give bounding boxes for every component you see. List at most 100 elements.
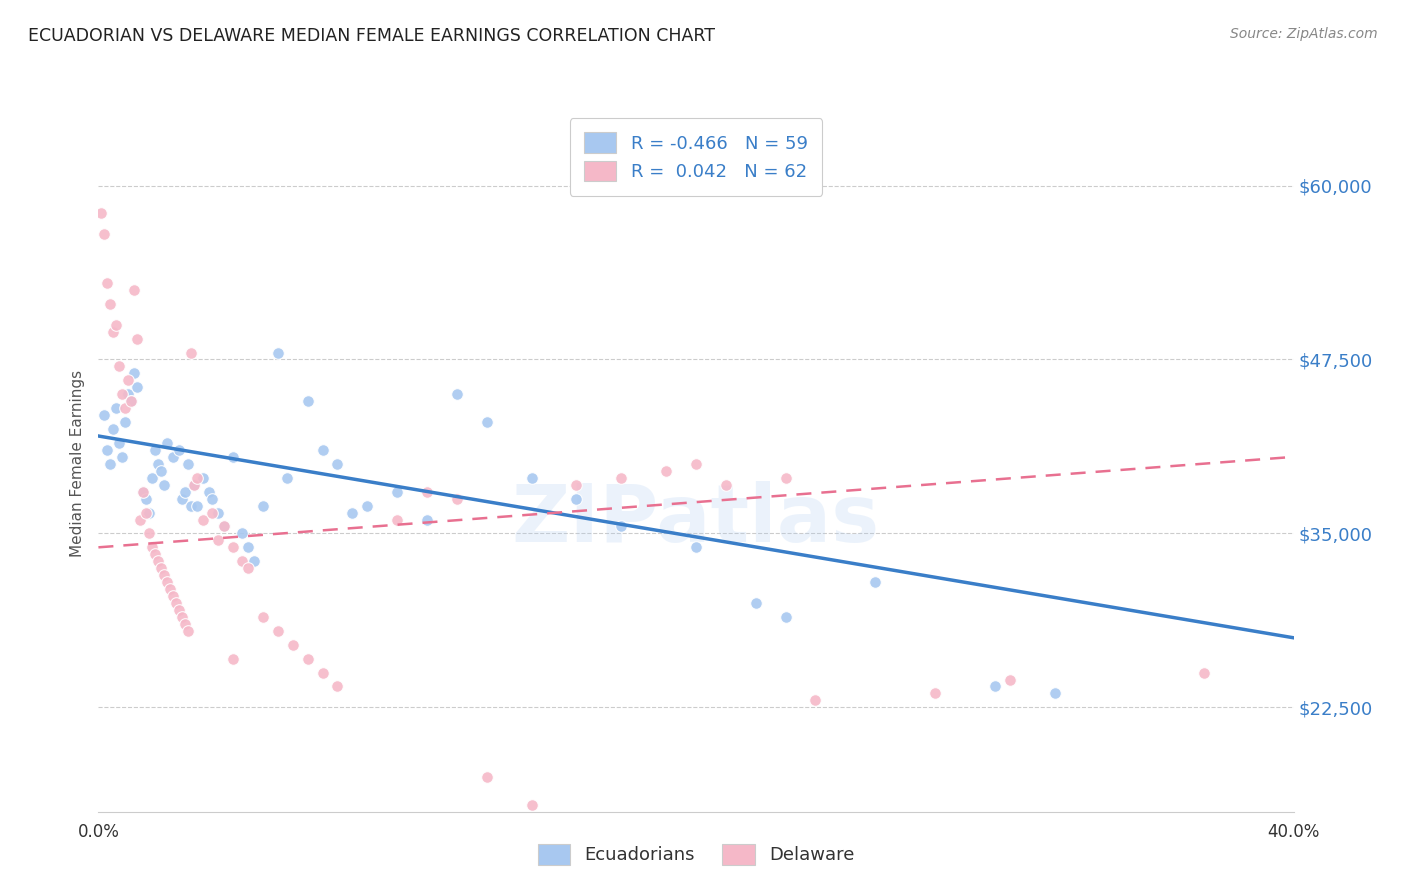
Point [111,450,134,464]
Point [281,638,304,652]
Point [475,415,498,429]
Y-axis label: Median Female Earnings: Median Female Earnings [69,370,84,558]
Point [446,387,468,401]
Point [342,506,364,520]
Point [98,457,122,471]
Text: ZIPatlas: ZIPatlas [512,481,880,558]
Point [236,541,259,555]
Point [129,512,152,526]
Point [120,394,142,409]
Point [775,610,797,624]
Point [416,484,439,499]
Point [180,345,202,359]
Point [236,561,259,575]
Point [297,394,319,409]
Point [105,401,128,416]
Point [180,499,202,513]
Point [172,491,194,506]
Point [231,526,253,541]
Point [311,665,333,680]
Point [143,547,166,561]
Point [186,499,208,513]
Point [222,651,245,665]
Point [243,554,266,568]
Point [446,491,468,506]
Point [222,541,245,555]
Point [132,484,155,499]
Point [165,596,187,610]
Point [120,394,142,409]
Point [198,484,221,499]
Point [1192,665,1215,680]
Point [127,380,149,394]
Point [177,624,200,638]
Point [356,499,378,513]
Point [565,477,588,491]
Point [207,533,229,548]
Point [212,519,235,533]
Point [174,616,197,631]
Point [207,506,229,520]
Point [156,575,179,590]
Point [93,408,115,422]
Point [276,471,298,485]
Point [174,484,197,499]
Point [685,541,707,555]
Point [98,297,122,311]
Point [983,680,1005,694]
Point [201,506,224,520]
Point [416,512,439,526]
Point [124,367,146,381]
Point [93,227,115,242]
Point [96,442,118,457]
Point [138,526,160,541]
Point [127,332,149,346]
Point [252,499,274,513]
Point [326,457,349,471]
Point [183,477,205,491]
Point [135,491,157,506]
Point [156,436,179,450]
Point [148,554,170,568]
Point [1043,686,1066,700]
Point [297,651,319,665]
Point [385,512,409,526]
Point [191,471,214,485]
Point [520,471,543,485]
Point [222,450,245,464]
Point [138,506,160,520]
Point [267,345,290,359]
Legend: Ecuadorians, Delaware: Ecuadorians, Delaware [523,830,869,880]
Point [114,415,136,429]
Point [231,554,253,568]
Point [172,610,194,624]
Point [924,686,946,700]
Text: Source: ZipAtlas.com: Source: ZipAtlas.com [1230,27,1378,41]
Point [520,797,543,812]
Point [998,673,1021,687]
Point [132,484,155,499]
Point [117,373,139,387]
Point [148,457,170,471]
Point [804,693,827,707]
Point [191,512,214,526]
Point [103,422,125,436]
Point [108,359,131,374]
Point [167,442,190,457]
Point [177,457,200,471]
Point [685,457,707,471]
Point [135,506,157,520]
Point [159,582,181,596]
Point [610,471,633,485]
Point [775,471,797,485]
Point [267,624,290,638]
Point [141,471,163,485]
Point [326,680,349,694]
Point [90,206,112,220]
Point [385,484,409,499]
Point [475,770,498,784]
Point [103,325,125,339]
Point [124,283,146,297]
Point [153,477,176,491]
Point [714,477,737,491]
